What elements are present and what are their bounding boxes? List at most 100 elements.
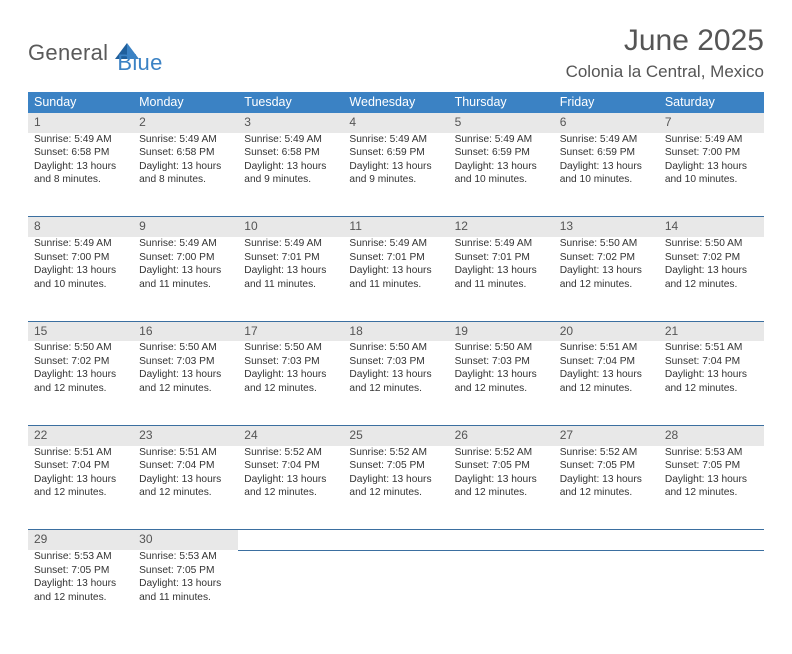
- sunset-line: Sunset: 7:04 PM: [139, 459, 232, 472]
- day-number: 28: [659, 425, 764, 445]
- sunrise-line: Sunrise: 5:50 AM: [349, 341, 442, 354]
- sunrise-line: Sunrise: 5:50 AM: [244, 341, 337, 354]
- day-cell: Sunrise: 5:53 AMSunset: 7:05 PMDaylight:…: [28, 550, 133, 634]
- sunrise-line: Sunrise: 5:51 AM: [560, 341, 653, 354]
- day-cell: Sunrise: 5:50 AMSunset: 7:03 PMDaylight:…: [238, 341, 343, 425]
- sunset-line: Sunset: 7:02 PM: [560, 251, 653, 264]
- sunset-line: Sunset: 7:04 PM: [34, 459, 127, 472]
- daynum-row: 2930: [28, 530, 764, 550]
- day-number: 20: [554, 321, 659, 341]
- day-cell: Sunrise: 5:49 AMSunset: 6:58 PMDaylight:…: [28, 133, 133, 217]
- empty-cell: [238, 550, 343, 634]
- empty-cell: [659, 530, 764, 550]
- daylight-line: Daylight: 13 hours and 10 minutes.: [34, 264, 127, 291]
- sunset-line: Sunset: 7:05 PM: [349, 459, 442, 472]
- day-cell: Sunrise: 5:53 AMSunset: 7:05 PMDaylight:…: [133, 550, 238, 634]
- empty-cell: [238, 530, 343, 550]
- day-cell: Sunrise: 5:52 AMSunset: 7:05 PMDaylight:…: [343, 446, 448, 530]
- day-cell: Sunrise: 5:53 AMSunset: 7:05 PMDaylight:…: [659, 446, 764, 530]
- daylight-line: Daylight: 13 hours and 11 minutes.: [139, 577, 232, 604]
- day-number: 27: [554, 425, 659, 445]
- sunset-line: Sunset: 7:05 PM: [665, 459, 758, 472]
- sunset-line: Sunset: 7:03 PM: [455, 355, 548, 368]
- sunset-line: Sunset: 7:05 PM: [34, 564, 127, 577]
- daynum-row: 891011121314: [28, 217, 764, 237]
- sunset-line: Sunset: 7:01 PM: [455, 251, 548, 264]
- sunset-line: Sunset: 7:02 PM: [34, 355, 127, 368]
- empty-cell: [343, 550, 448, 634]
- empty-cell: [554, 550, 659, 634]
- sunrise-line: Sunrise: 5:50 AM: [665, 237, 758, 250]
- sunrise-line: Sunrise: 5:51 AM: [139, 446, 232, 459]
- weekday-header: Saturday: [659, 92, 764, 113]
- day-cell: Sunrise: 5:51 AMSunset: 7:04 PMDaylight:…: [554, 341, 659, 425]
- day-number: 3: [238, 113, 343, 133]
- day-number: 18: [343, 321, 448, 341]
- sunrise-line: Sunrise: 5:52 AM: [560, 446, 653, 459]
- day-number: 15: [28, 321, 133, 341]
- day-number: 6: [554, 113, 659, 133]
- weekday-header: Sunday: [28, 92, 133, 113]
- day-number: 8: [28, 217, 133, 237]
- sunrise-line: Sunrise: 5:52 AM: [455, 446, 548, 459]
- daylight-line: Daylight: 13 hours and 12 minutes.: [560, 264, 653, 291]
- day-number: 23: [133, 425, 238, 445]
- day-cell: Sunrise: 5:49 AMSunset: 6:58 PMDaylight:…: [133, 133, 238, 217]
- sunset-line: Sunset: 7:02 PM: [665, 251, 758, 264]
- sunset-line: Sunset: 7:01 PM: [349, 251, 442, 264]
- day-cell: Sunrise: 5:49 AMSunset: 6:59 PMDaylight:…: [554, 133, 659, 217]
- sunrise-line: Sunrise: 5:50 AM: [560, 237, 653, 250]
- sunrise-line: Sunrise: 5:51 AM: [34, 446, 127, 459]
- sunrise-line: Sunrise: 5:49 AM: [34, 133, 127, 146]
- daylight-line: Daylight: 13 hours and 12 minutes.: [665, 473, 758, 500]
- empty-cell: [449, 530, 554, 550]
- daylight-line: Daylight: 13 hours and 12 minutes.: [34, 577, 127, 604]
- daylight-line: Daylight: 13 hours and 12 minutes.: [34, 473, 127, 500]
- day-cell: Sunrise: 5:49 AMSunset: 6:59 PMDaylight:…: [449, 133, 554, 217]
- weekday-header: Thursday: [449, 92, 554, 113]
- content-row: Sunrise: 5:53 AMSunset: 7:05 PMDaylight:…: [28, 550, 764, 634]
- day-cell: Sunrise: 5:51 AMSunset: 7:04 PMDaylight:…: [659, 341, 764, 425]
- sunrise-line: Sunrise: 5:49 AM: [560, 133, 653, 146]
- sunrise-line: Sunrise: 5:49 AM: [139, 237, 232, 250]
- sunset-line: Sunset: 7:00 PM: [34, 251, 127, 264]
- day-number: 7: [659, 113, 764, 133]
- day-number: 21: [659, 321, 764, 341]
- sunset-line: Sunset: 7:00 PM: [139, 251, 232, 264]
- daylight-line: Daylight: 13 hours and 11 minutes.: [244, 264, 337, 291]
- day-cell: Sunrise: 5:52 AMSunset: 7:05 PMDaylight:…: [449, 446, 554, 530]
- sunset-line: Sunset: 7:03 PM: [139, 355, 232, 368]
- sunrise-line: Sunrise: 5:53 AM: [34, 550, 127, 563]
- sunrise-line: Sunrise: 5:50 AM: [34, 341, 127, 354]
- sunset-line: Sunset: 7:05 PM: [560, 459, 653, 472]
- day-cell: Sunrise: 5:50 AMSunset: 7:02 PMDaylight:…: [554, 237, 659, 321]
- empty-cell: [659, 550, 764, 634]
- daylight-line: Daylight: 13 hours and 9 minutes.: [349, 160, 442, 187]
- sunset-line: Sunset: 6:58 PM: [139, 146, 232, 159]
- day-cell: Sunrise: 5:50 AMSunset: 7:02 PMDaylight:…: [659, 237, 764, 321]
- sunrise-line: Sunrise: 5:49 AM: [665, 133, 758, 146]
- sunset-line: Sunset: 7:04 PM: [560, 355, 653, 368]
- day-cell: Sunrise: 5:51 AMSunset: 7:04 PMDaylight:…: [28, 446, 133, 530]
- day-cell: Sunrise: 5:52 AMSunset: 7:05 PMDaylight:…: [554, 446, 659, 530]
- page: General Blue June 2025 Colonia la Centra…: [0, 0, 792, 654]
- brand-word-1: General: [28, 40, 108, 66]
- sunrise-line: Sunrise: 5:49 AM: [455, 133, 548, 146]
- day-cell: Sunrise: 5:49 AMSunset: 7:00 PMDaylight:…: [659, 133, 764, 217]
- sunrise-line: Sunrise: 5:52 AM: [349, 446, 442, 459]
- content-row: Sunrise: 5:49 AM Sunset: 6:58 PM Daylight:…: [28, 133, 764, 217]
- daylight-line: Daylight: 13 hours and 12 minutes.: [244, 473, 337, 500]
- daylight-line: Daylight: 13 hours and 10 minutes.: [560, 160, 653, 187]
- daylight-line: Daylight: 13 hours and 12 minutes.: [665, 368, 758, 395]
- brand-logo: General Blue: [28, 24, 163, 76]
- sunrise-line: Sunrise: 5:50 AM: [139, 341, 232, 354]
- location-subtitle: Colonia la Central, Mexico: [566, 62, 764, 82]
- day-number: 10: [238, 217, 343, 237]
- day-cell: Sunrise: 5:50 AMSunset: 7:03 PMDaylight:…: [449, 341, 554, 425]
- sunrise-line: Sunrise: 5:53 AM: [665, 446, 758, 459]
- sunset-line: Sunset: 7:05 PM: [139, 564, 232, 577]
- day-cell: Sunrise: 5:49 AMSunset: 7:00 PMDaylight:…: [133, 237, 238, 321]
- daylight-line: Daylight: 13 hours and 12 minutes.: [349, 473, 442, 500]
- day-cell: Sunrise: 5:49 AMSunset: 7:01 PMDaylight:…: [238, 237, 343, 321]
- empty-cell: [449, 550, 554, 634]
